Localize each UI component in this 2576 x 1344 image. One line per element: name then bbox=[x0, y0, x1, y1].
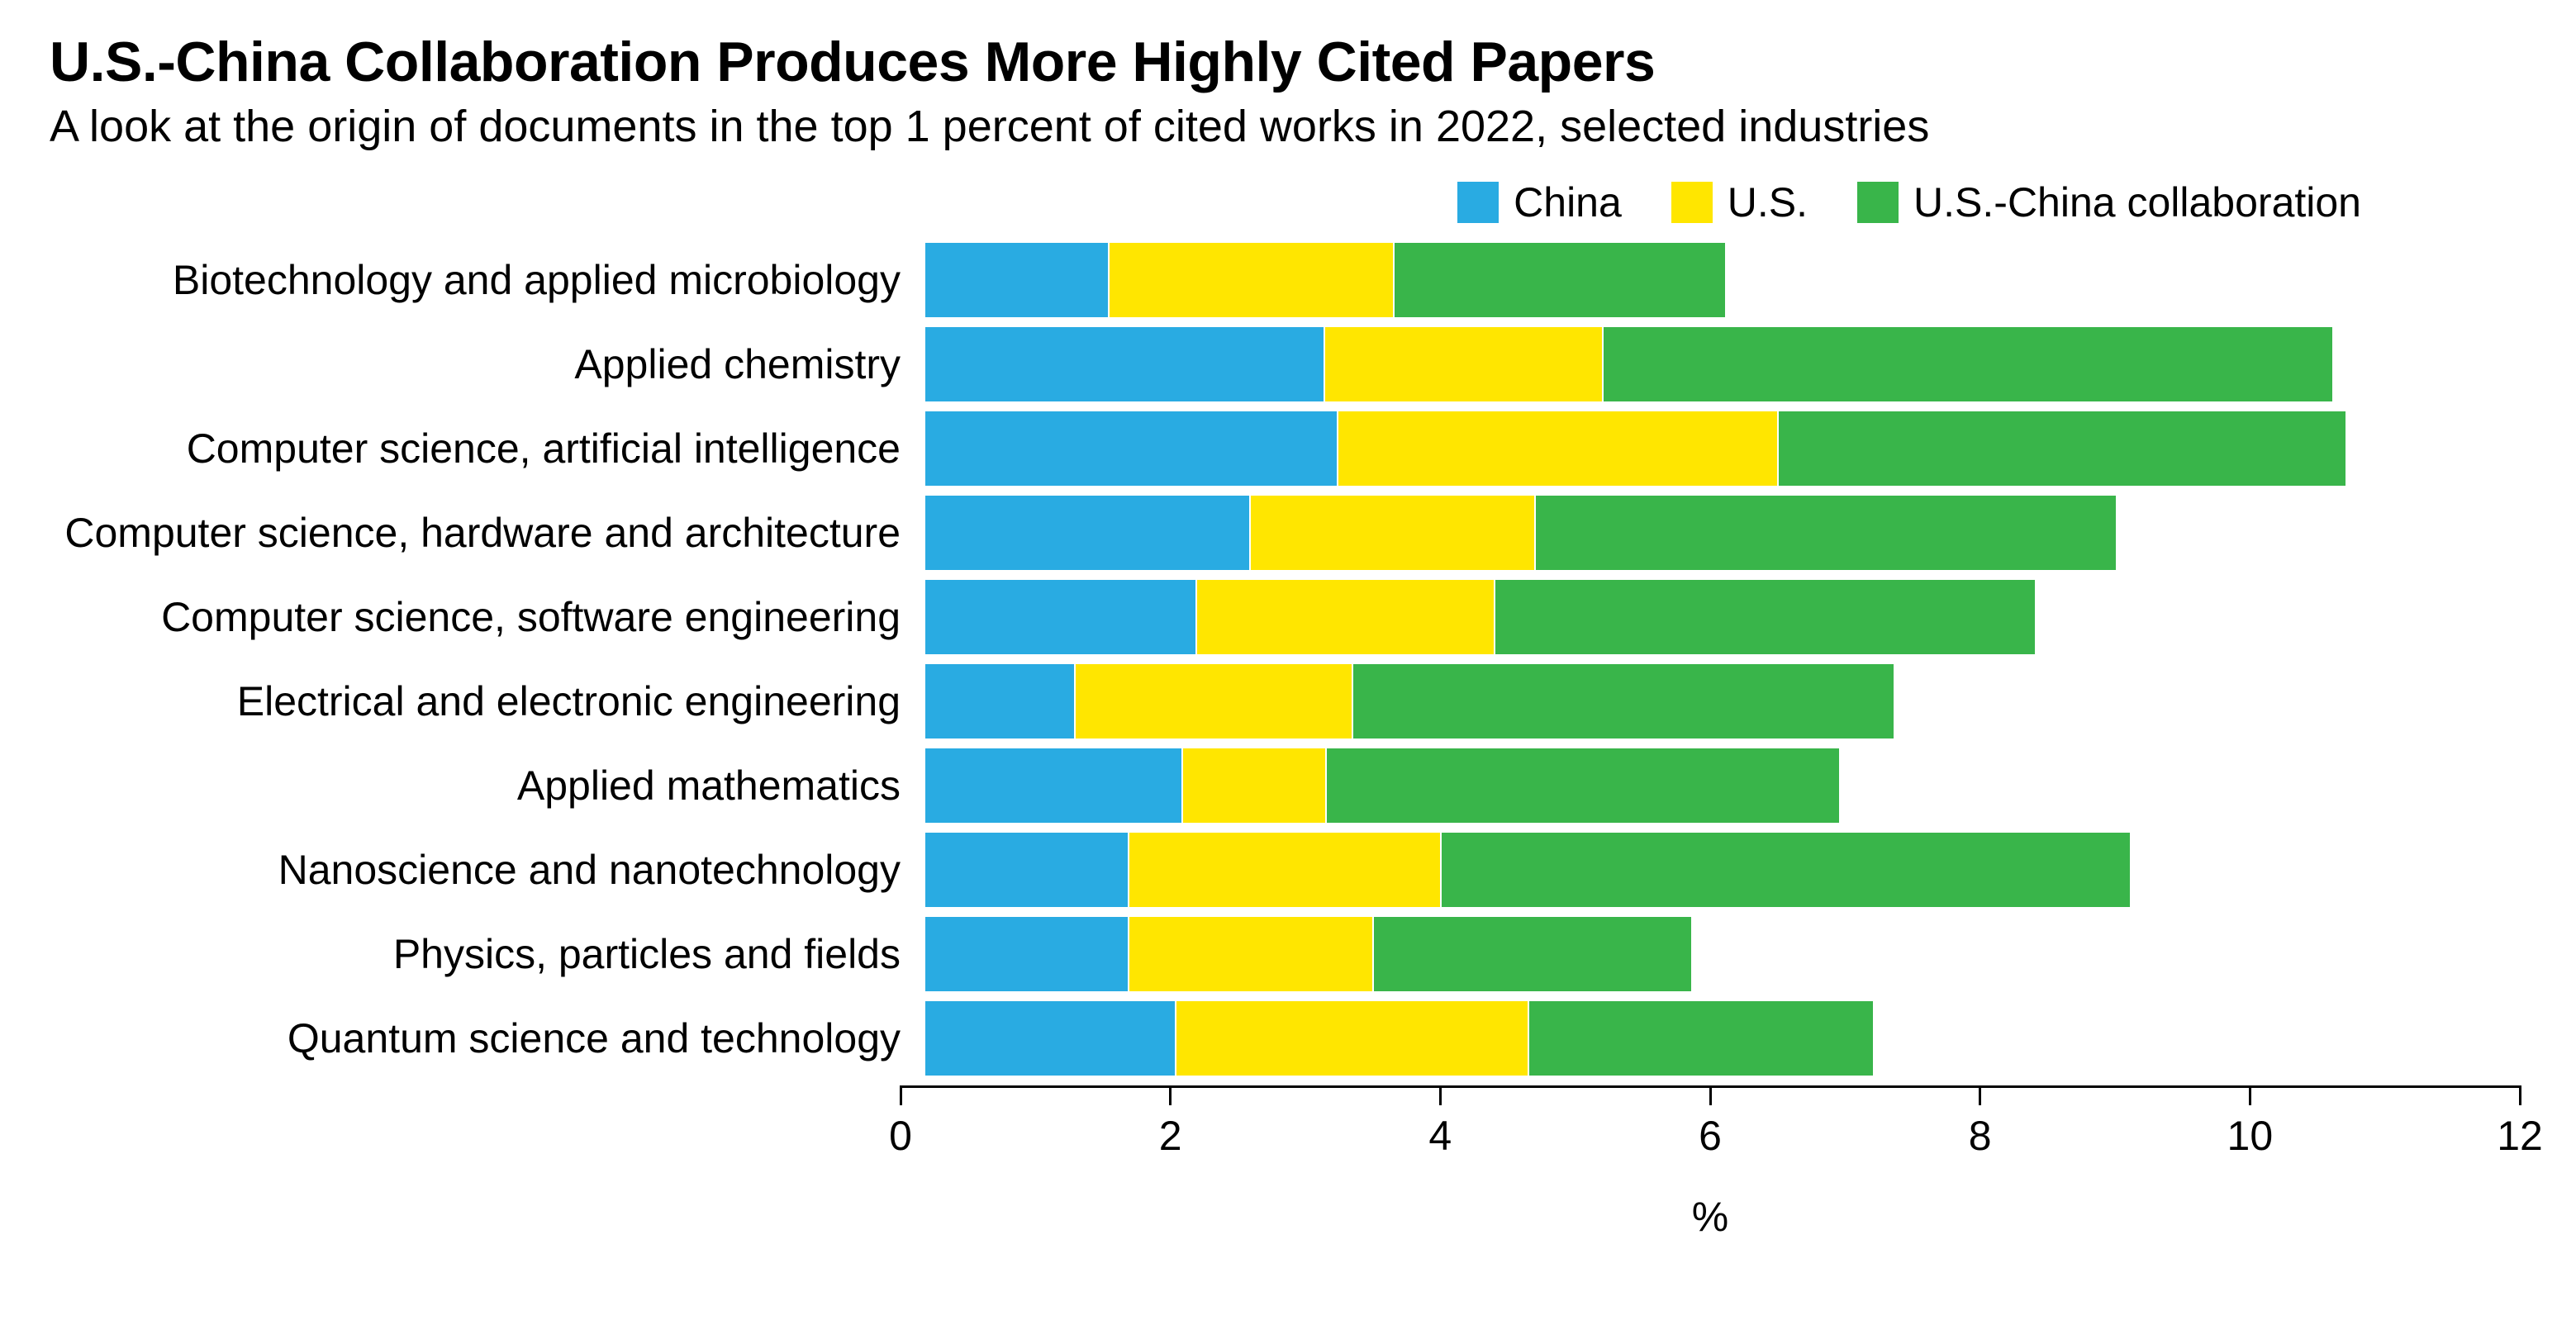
bar-segment-china bbox=[925, 917, 1129, 991]
bar-segment-collab bbox=[1442, 833, 2130, 907]
tick-label: 4 bbox=[1407, 1112, 1473, 1160]
category-label: Electrical and electronic engineering bbox=[50, 677, 925, 725]
x-axis-label: % bbox=[901, 1193, 2520, 1241]
bar-track bbox=[925, 748, 2520, 823]
tick-mark bbox=[1169, 1085, 1172, 1105]
x-tick: 2 bbox=[1138, 1085, 1204, 1160]
tick-label: 6 bbox=[1677, 1112, 1743, 1160]
category-label: Physics, particles and fields bbox=[50, 930, 925, 978]
bar-segment-collab bbox=[1374, 917, 1691, 991]
tick-mark bbox=[2249, 1085, 2251, 1105]
x-tick: 0 bbox=[867, 1085, 934, 1160]
x-tick: 6 bbox=[1677, 1085, 1743, 1160]
bar-segment-china bbox=[925, 243, 1110, 317]
bar-segment-collab bbox=[1495, 580, 2035, 654]
tick-mark bbox=[1439, 1085, 1442, 1105]
bar-row: Physics, particles and fields bbox=[50, 917, 2520, 991]
bar-row: Nanoscience and nanotechnology bbox=[50, 833, 2520, 907]
legend-label: U.S.-China collaboration bbox=[1913, 178, 2361, 226]
bar-segment-china bbox=[925, 664, 1076, 738]
bar-segment-collab bbox=[1395, 243, 1725, 317]
bar-segment-us bbox=[1129, 917, 1374, 991]
chart-subtitle: A look at the origin of documents in the… bbox=[50, 100, 2526, 154]
bar-segment-china bbox=[925, 496, 1251, 570]
bar-segment-us bbox=[1110, 243, 1395, 317]
tick-label: 2 bbox=[1138, 1112, 1204, 1160]
legend-swatch bbox=[1857, 182, 1899, 223]
bar-segment-china bbox=[925, 411, 1338, 486]
chart-container: U.S.-China Collaboration Produces More H… bbox=[0, 0, 2576, 1344]
bar-segment-us bbox=[1197, 580, 1495, 654]
legend-swatch bbox=[1671, 182, 1713, 223]
category-label: Quantum science and technology bbox=[50, 1014, 925, 1062]
tick-mark bbox=[900, 1085, 902, 1105]
category-label: Computer science, artificial intelligenc… bbox=[50, 425, 925, 473]
legend-swatch bbox=[1457, 182, 1499, 223]
category-label: Applied mathematics bbox=[50, 762, 925, 810]
bar-track bbox=[925, 1001, 2520, 1076]
category-label: Applied chemistry bbox=[50, 340, 925, 388]
bar-segment-china bbox=[925, 833, 1129, 907]
bar-segment-collab bbox=[1779, 411, 2345, 486]
bar-segment-us bbox=[1076, 664, 1354, 738]
bar-track bbox=[925, 917, 2520, 991]
category-label: Nanoscience and nanotechnology bbox=[50, 846, 925, 894]
legend-item: U.S.-China collaboration bbox=[1857, 178, 2361, 226]
bar-row: Applied chemistry bbox=[50, 327, 2520, 401]
bar-segment-collab bbox=[1529, 1001, 1874, 1076]
category-label: Computer science, hardware and architect… bbox=[50, 509, 925, 557]
bar-segment-us bbox=[1183, 748, 1327, 823]
chart-title: U.S.-China Collaboration Produces More H… bbox=[50, 33, 2526, 92]
tick-mark bbox=[2519, 1085, 2521, 1105]
bar-row: Computer science, artificial intelligenc… bbox=[50, 411, 2520, 486]
bar-row: Quantum science and technology bbox=[50, 1001, 2520, 1076]
bar-track bbox=[925, 833, 2520, 907]
x-tick: 4 bbox=[1407, 1085, 1473, 1160]
bar-track bbox=[925, 664, 2520, 738]
bar-segment-china bbox=[925, 748, 1183, 823]
bar-track bbox=[925, 496, 2520, 570]
category-label: Biotechnology and applied microbiology bbox=[50, 256, 925, 304]
bar-segment-collab bbox=[1327, 748, 1840, 823]
tick-mark bbox=[1709, 1085, 1712, 1105]
x-axis: 024681012 bbox=[50, 1085, 2520, 1185]
tick-label: 10 bbox=[2217, 1112, 2283, 1160]
tick-mark bbox=[1979, 1085, 1981, 1105]
bar-segment-china bbox=[925, 580, 1197, 654]
bar-row: Biotechnology and applied microbiology bbox=[50, 243, 2520, 317]
tick-label: 8 bbox=[1947, 1112, 2013, 1160]
bar-track bbox=[925, 580, 2520, 654]
bar-segment-collab bbox=[1536, 496, 2116, 570]
legend-label: U.S. bbox=[1728, 178, 1808, 226]
tick-label: 12 bbox=[2487, 1112, 2553, 1160]
x-tick: 12 bbox=[2487, 1085, 2553, 1160]
tick-label: 0 bbox=[867, 1112, 934, 1160]
bar-track bbox=[925, 243, 2520, 317]
bar-segment-us bbox=[1325, 327, 1604, 401]
bar-segment-us bbox=[1129, 833, 1442, 907]
bar-track bbox=[925, 327, 2520, 401]
legend-item: China bbox=[1457, 178, 1622, 226]
bar-segment-collab bbox=[1353, 664, 1893, 738]
bar-segment-us bbox=[1251, 496, 1536, 570]
category-label: Computer science, software engineering bbox=[50, 593, 925, 641]
bar-row: Computer science, hardware and architect… bbox=[50, 496, 2520, 570]
x-tick: 10 bbox=[2217, 1085, 2283, 1160]
bar-row: Electrical and electronic engineering bbox=[50, 664, 2520, 738]
plot-area: Biotechnology and applied microbiology Ap… bbox=[50, 243, 2520, 1076]
bar-track bbox=[925, 411, 2520, 486]
legend-item: U.S. bbox=[1671, 178, 1808, 226]
bar-row: Applied mathematics bbox=[50, 748, 2520, 823]
bar-segment-collab bbox=[1604, 327, 2332, 401]
bar-segment-china bbox=[925, 1001, 1176, 1076]
x-tick: 8 bbox=[1947, 1085, 2013, 1160]
bar-segment-us bbox=[1338, 411, 1779, 486]
legend: China U.S. U.S.-China collaboration bbox=[50, 178, 2526, 226]
bar-row: Computer science, software engineering bbox=[50, 580, 2520, 654]
bar-segment-us bbox=[1176, 1001, 1529, 1076]
bar-segment-china bbox=[925, 327, 1325, 401]
legend-label: China bbox=[1514, 178, 1622, 226]
